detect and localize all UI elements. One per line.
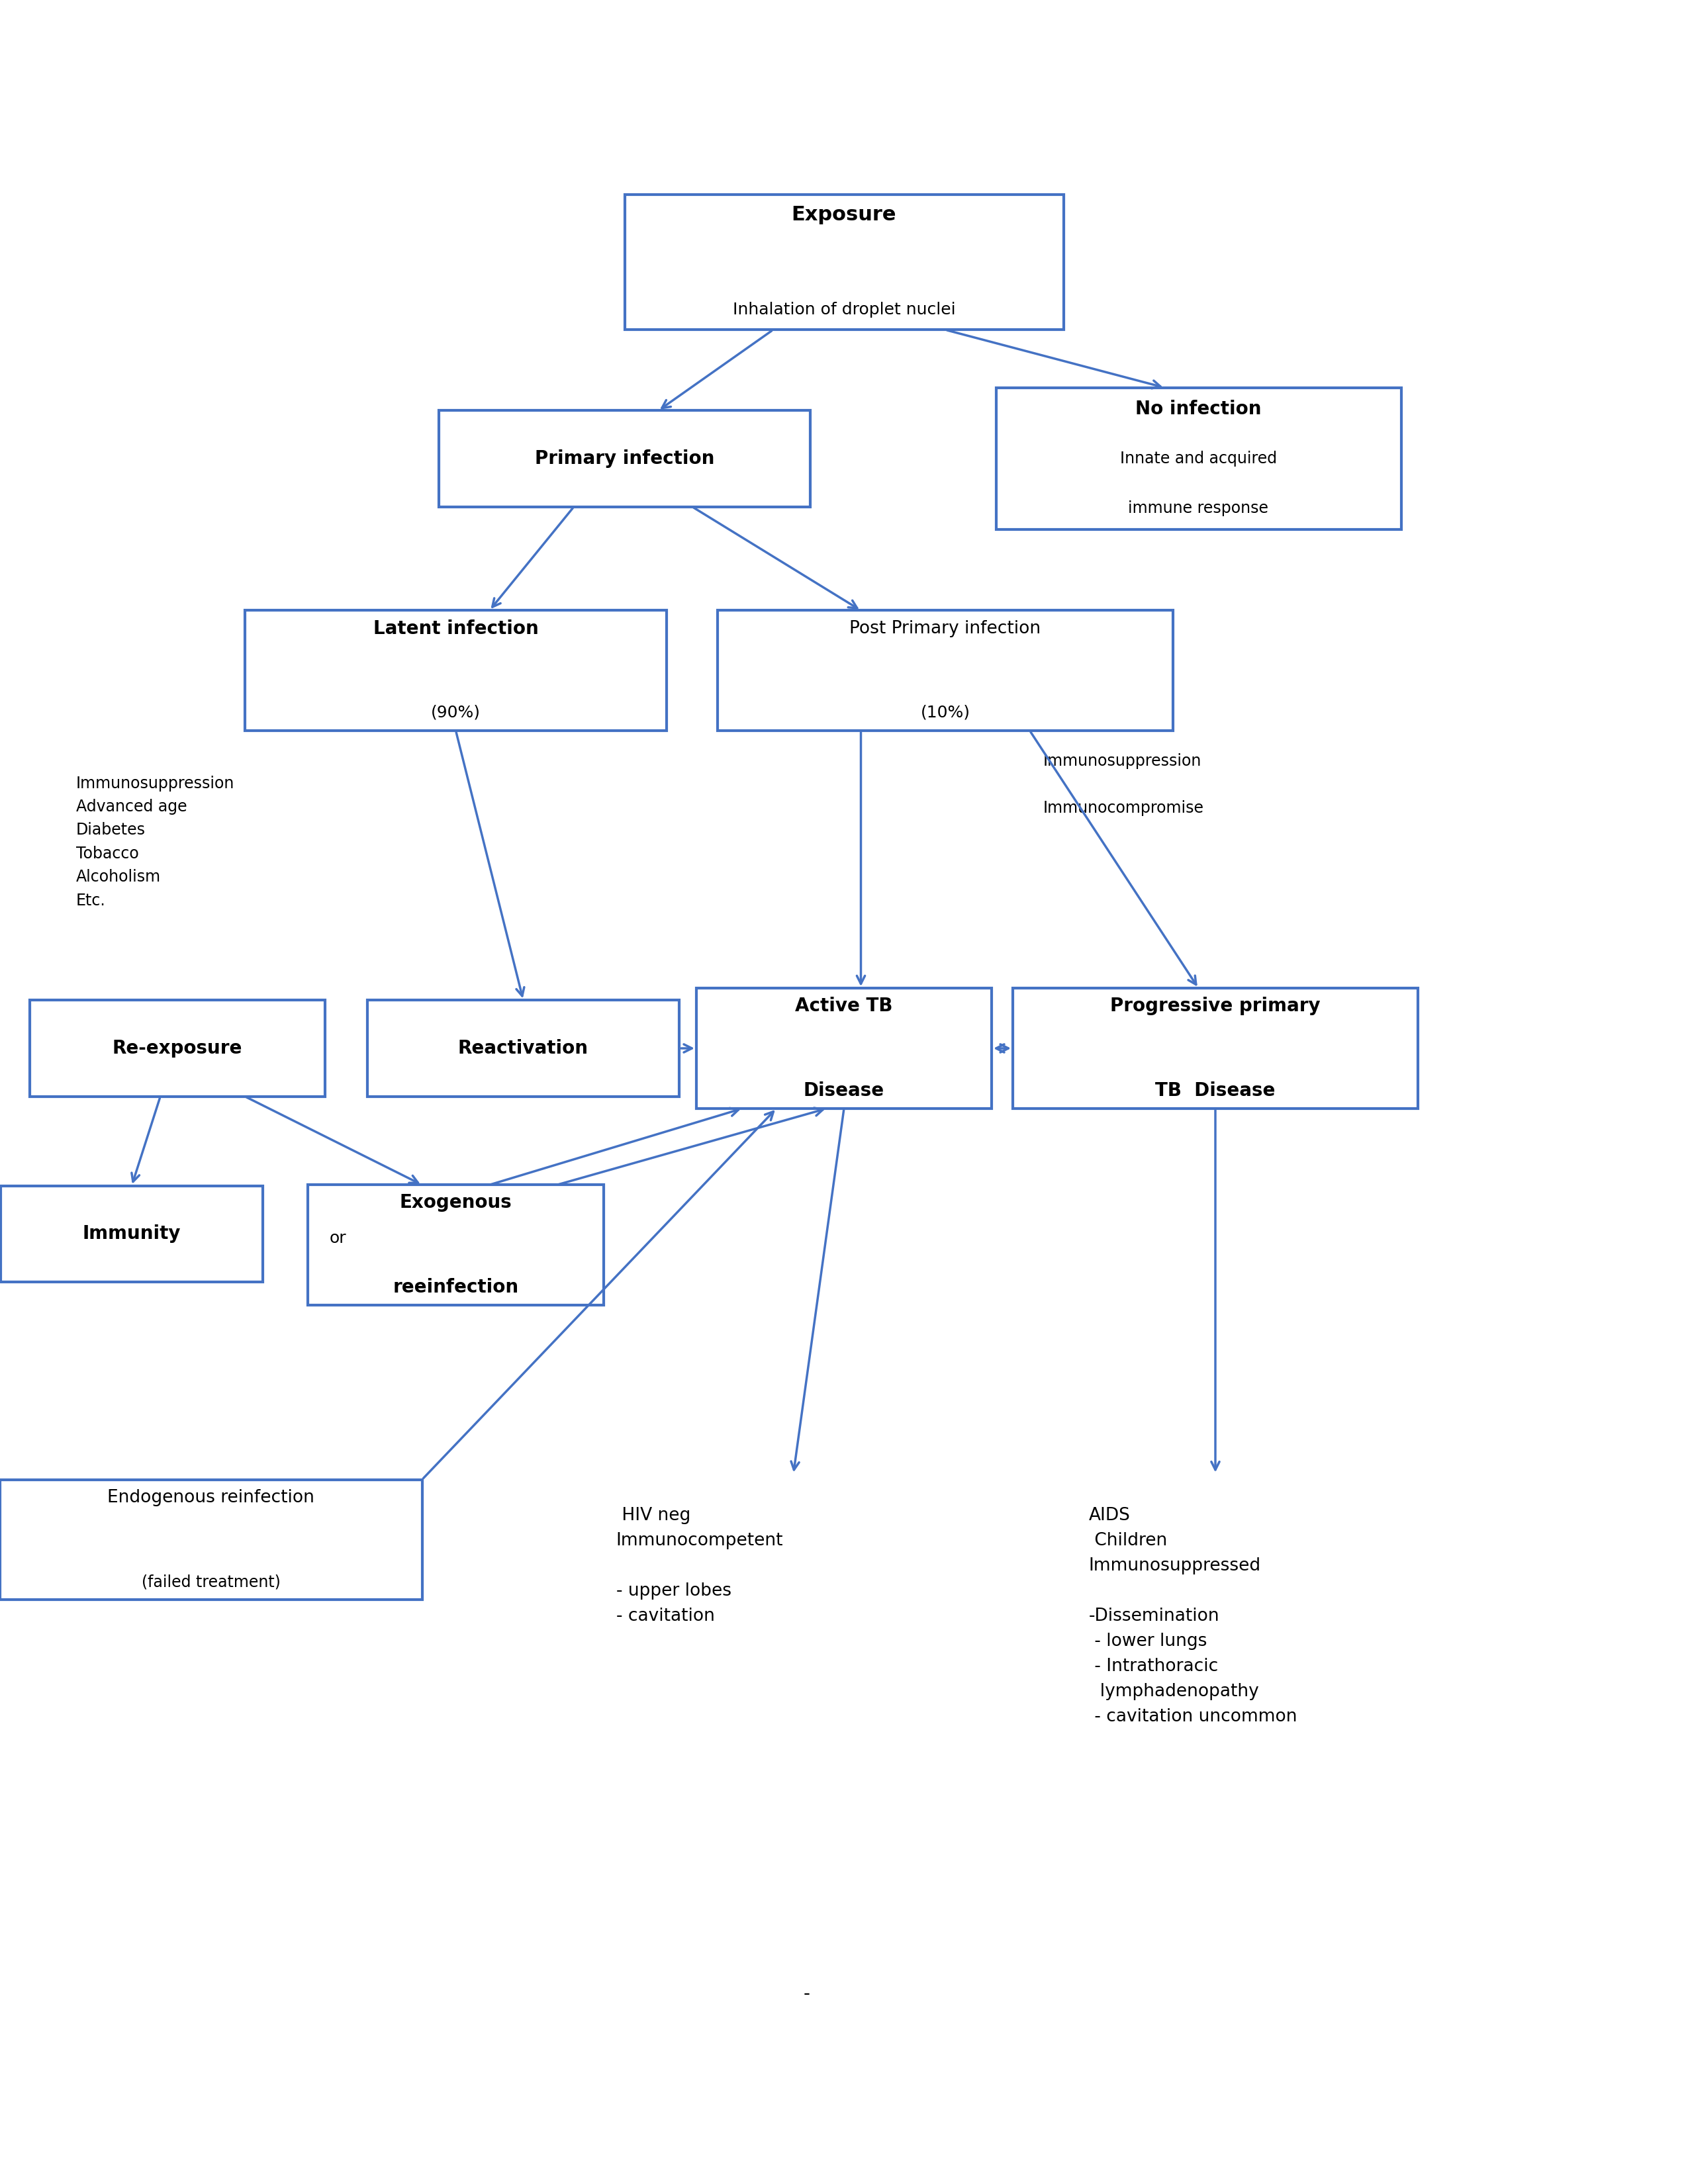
FancyBboxPatch shape — [309, 1186, 604, 1304]
Text: or: or — [329, 1230, 346, 1247]
FancyBboxPatch shape — [368, 1000, 679, 1096]
Text: Disease: Disease — [803, 1081, 885, 1099]
Text: (10%): (10%) — [920, 705, 971, 721]
Text: Active TB: Active TB — [795, 998, 893, 1016]
FancyBboxPatch shape — [0, 1481, 422, 1599]
Text: Post Primary infection: Post Primary infection — [849, 620, 1041, 638]
Text: (90%): (90%) — [430, 705, 481, 721]
Text: (failed treatment): (failed treatment) — [142, 1575, 280, 1590]
Text: Innate and acquired: Innate and acquired — [1121, 450, 1276, 467]
Text: Re-exposure: Re-exposure — [111, 1040, 243, 1057]
Text: No infection: No infection — [1136, 400, 1261, 417]
FancyBboxPatch shape — [439, 411, 810, 507]
FancyBboxPatch shape — [1013, 987, 1418, 1109]
Text: Immunity: Immunity — [83, 1225, 181, 1243]
Text: Reactivation: Reactivation — [457, 1040, 589, 1057]
Text: Primary infection: Primary infection — [535, 450, 714, 467]
Text: reeinfection: reeinfection — [393, 1278, 518, 1295]
Text: Latent infection: Latent infection — [373, 620, 538, 638]
FancyBboxPatch shape — [695, 987, 991, 1109]
FancyBboxPatch shape — [245, 609, 667, 729]
Text: AIDS
 Children
Immunosuppressed

-Dissemination
 - lower lungs
 - Intrathoracic
: AIDS Children Immunosuppressed -Dissemin… — [1089, 1507, 1296, 1725]
FancyBboxPatch shape — [625, 194, 1063, 330]
Text: Exposure: Exposure — [792, 205, 896, 225]
Text: Progressive primary: Progressive primary — [1111, 998, 1320, 1016]
Text: Immunosuppression

Immunocompromise: Immunosuppression Immunocompromise — [1043, 753, 1204, 817]
Text: Immunosuppression
Advanced age
Diabetes
Tobacco
Alcoholism
Etc.: Immunosuppression Advanced age Diabetes … — [76, 775, 235, 909]
Text: immune response: immune response — [1128, 500, 1269, 515]
FancyBboxPatch shape — [717, 609, 1173, 729]
Text: Inhalation of droplet nuclei: Inhalation of droplet nuclei — [733, 301, 955, 317]
FancyBboxPatch shape — [996, 389, 1401, 531]
Text: Exogenous: Exogenous — [400, 1195, 511, 1212]
Text: Endogenous reinfection: Endogenous reinfection — [108, 1489, 314, 1507]
FancyBboxPatch shape — [2, 1186, 262, 1282]
Text: -: - — [803, 1985, 810, 2003]
Text: TB  Disease: TB Disease — [1155, 1081, 1276, 1099]
Text: HIV neg
Immunocompetent

- upper lobes
- cavitation: HIV neg Immunocompetent - upper lobes - … — [616, 1507, 783, 1625]
FancyBboxPatch shape — [30, 1000, 324, 1096]
